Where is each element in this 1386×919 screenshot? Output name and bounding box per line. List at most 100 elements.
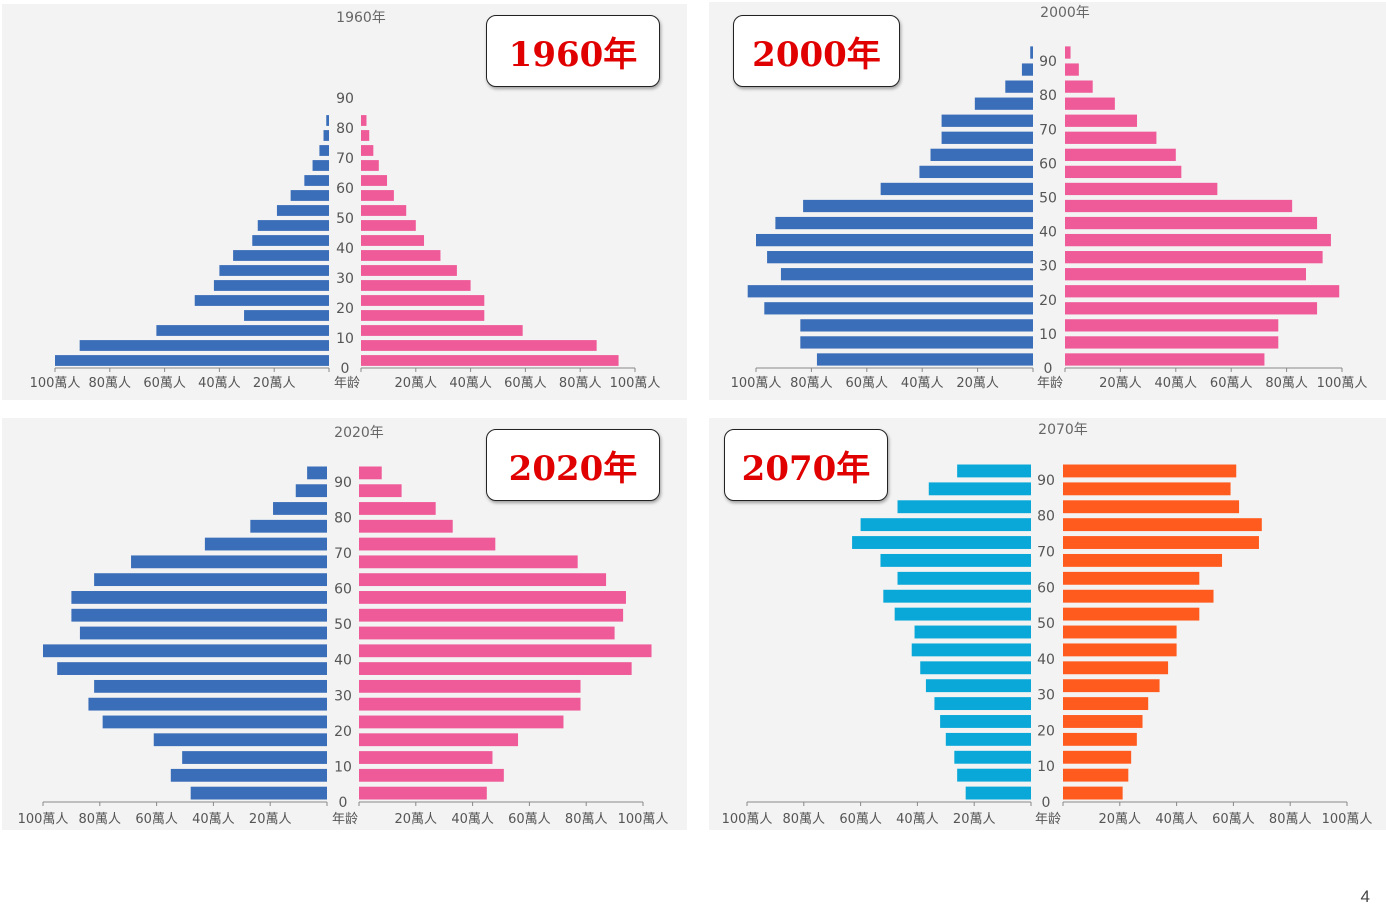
bar-female-65-69 xyxy=(361,160,379,171)
bar-female-50-54 xyxy=(1065,182,1218,196)
bar-male-70-74 xyxy=(941,114,1033,127)
age-tick-label: 10 xyxy=(334,759,352,775)
bar-male-30-34 xyxy=(219,265,329,276)
age-tick-label: 70 xyxy=(1039,122,1057,138)
slide-number: 4 xyxy=(1360,887,1370,906)
x-tick-label-left: 100萬人 xyxy=(731,376,782,391)
bar-male-10-14 xyxy=(800,319,1033,332)
year-label-box: 2020年 xyxy=(486,429,660,501)
bar-female-20-24 xyxy=(361,295,485,306)
x-tick-label-left: 100萬人 xyxy=(722,812,773,827)
x-tick-label-right: 20萬人 xyxy=(1099,376,1142,391)
bar-female-5-9 xyxy=(359,768,504,782)
x-tick-label-left: 40萬人 xyxy=(896,812,939,827)
age-tick-label: 30 xyxy=(336,271,354,287)
bar-male-50-54 xyxy=(894,607,1031,621)
bar-male-0-4 xyxy=(965,786,1031,800)
age-tick-label: 80 xyxy=(1037,509,1055,525)
x-tick-label-left: 100萬人 xyxy=(30,376,81,391)
bar-female-50-54 xyxy=(1063,607,1200,621)
bar-female-35-39 xyxy=(1065,233,1331,247)
bar-female-65-69 xyxy=(1063,553,1223,567)
bar-male-55-59 xyxy=(71,591,328,604)
bar-female-70-74 xyxy=(1063,536,1259,549)
bar-female-90+ xyxy=(1065,46,1071,59)
bar-male-80-84 xyxy=(897,500,1031,514)
x-tick-label-left: 80萬人 xyxy=(783,812,826,827)
x-tick-label-left: 60萬人 xyxy=(839,812,882,827)
pyramid-chart-2020: 2020年 0 10 20 30 40 50 60 70 80 90 100萬人 80萬人 60萬人 40萬… xyxy=(18,425,669,827)
bar-male-75-79 xyxy=(974,97,1033,110)
bar-female-70-74 xyxy=(1065,114,1138,127)
x-tick-label-right: 60萬人 xyxy=(504,376,547,391)
x-tick-label-right: 60萬人 xyxy=(508,812,551,827)
bar-male-90+ xyxy=(307,466,327,480)
bar-female-55-59 xyxy=(1065,165,1182,179)
x-tick-label-right: 20萬人 xyxy=(1099,812,1142,827)
bar-male-25-29 xyxy=(934,697,1031,711)
bar-female-90+ xyxy=(1063,464,1237,478)
bar-male-85-89 xyxy=(928,482,1031,496)
bar-male-10-14 xyxy=(182,751,327,764)
bar-male-60-64 xyxy=(897,571,1031,585)
bar-male-75-79 xyxy=(860,518,1031,532)
age-tick-label: 50 xyxy=(1037,616,1055,632)
age-tick-label: 60 xyxy=(1039,156,1057,172)
x-tick-label-right: 80萬人 xyxy=(559,376,602,391)
age-tick-label: 10 xyxy=(1037,759,1055,775)
x-tick-label-left: 20萬人 xyxy=(956,376,999,391)
bar-male-25-29 xyxy=(213,280,329,291)
bar-male-65-69 xyxy=(312,160,329,171)
x-tick-label-right: 100萬人 xyxy=(1317,376,1368,391)
bar-female-25-29 xyxy=(1065,268,1306,281)
bar-female-50-54 xyxy=(359,608,624,622)
bar-female-30-34 xyxy=(1063,679,1160,693)
x-tick-label-left: 40萬人 xyxy=(198,376,241,391)
bar-male-45-49 xyxy=(803,199,1033,213)
age-tick-label: 40 xyxy=(336,241,354,257)
bar-female-50-54 xyxy=(361,205,407,216)
chart-title: 2020年 xyxy=(334,425,384,441)
bar-female-25-29 xyxy=(359,697,581,711)
bar-female-10-14 xyxy=(361,325,523,336)
x-tick-label-right: 100萬人 xyxy=(610,376,661,391)
x-tick-label-right: 20萬人 xyxy=(395,376,438,391)
year-label-box: 2070年 xyxy=(724,429,888,501)
bar-female-35-39 xyxy=(359,662,632,675)
age-tick-label: 70 xyxy=(336,151,354,167)
bar-male-55-59 xyxy=(919,165,1033,179)
x-tick-label-right: 80萬人 xyxy=(1269,812,1312,827)
bar-male-10-14 xyxy=(156,325,329,336)
pyramid-panel-2000: 2000年 0 10 20 30 40 50 60 70 80 90 100萬人 80萬人 60萬人 40萬… xyxy=(709,2,1386,400)
x-tick-label-left: 20萬人 xyxy=(253,376,296,391)
bar-male-5-9 xyxy=(170,768,327,782)
bar-female-5-9 xyxy=(1063,768,1129,782)
bar-male-20-24 xyxy=(102,715,327,729)
axis-center-label: 年龄 xyxy=(334,376,360,391)
bar-male-5-9 xyxy=(800,336,1033,349)
bar-male-35-39 xyxy=(57,662,327,675)
bar-female-65-69 xyxy=(1065,131,1157,144)
age-tick-label: 60 xyxy=(1037,580,1055,596)
age-tick-label: 70 xyxy=(1037,544,1055,560)
bar-male-85-89 xyxy=(1021,63,1033,76)
bar-female-5-9 xyxy=(361,340,597,351)
bar-male-35-39 xyxy=(920,661,1031,675)
bar-male-75-79 xyxy=(323,130,329,141)
age-tick-label: 20 xyxy=(1037,723,1055,739)
pyramid-chart-2070: 2070年 0 10 20 30 40 50 60 70 80 90 100萬人 80萬人 60萬人 40萬… xyxy=(722,422,1373,827)
x-tick-label-right: 20萬人 xyxy=(395,812,438,827)
age-tick-label: 90 xyxy=(334,475,352,491)
age-tick-label: 0 xyxy=(339,795,348,811)
bar-female-25-29 xyxy=(1063,697,1149,711)
age-tick-label: 90 xyxy=(336,91,354,107)
age-tick-label: 20 xyxy=(334,724,352,740)
bar-female-0-4 xyxy=(1063,786,1123,800)
bar-female-15-19 xyxy=(361,310,485,321)
bar-male-25-29 xyxy=(780,268,1033,281)
age-tick-label: 0 xyxy=(1044,361,1053,377)
bar-female-80-84 xyxy=(359,502,436,515)
bar-male-20-24 xyxy=(194,295,329,306)
age-tick-label: 10 xyxy=(1039,327,1057,343)
age-tick-label: 20 xyxy=(336,301,354,317)
